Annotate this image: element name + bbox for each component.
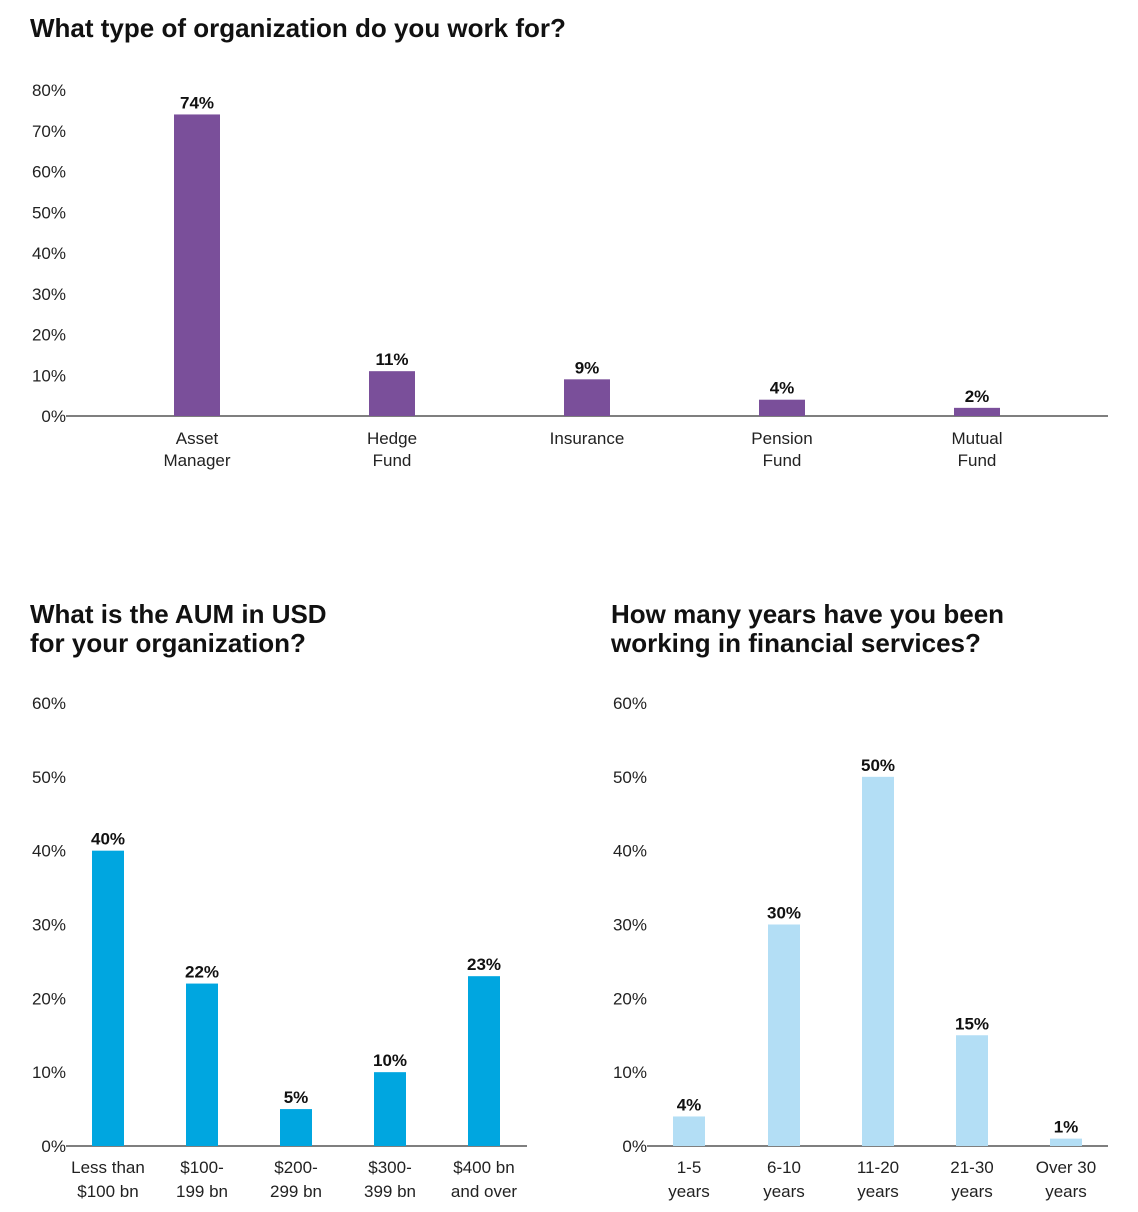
org-bar (369, 371, 415, 416)
org-category-label: Hedge Fund (367, 429, 417, 470)
org-y-tick-label: 0% (41, 407, 66, 426)
years-y-tick-label: 40% (613, 842, 647, 861)
years-bar (1050, 1138, 1082, 1146)
aum-bar (280, 1109, 312, 1146)
org-bar (759, 399, 805, 416)
years-bar (768, 924, 800, 1146)
years-category-label: Over 30 years (1036, 1158, 1096, 1201)
org-y-tick-label: 80% (32, 81, 66, 100)
years-category-label: 11-20 years (857, 1158, 899, 1201)
years-bar (956, 1035, 988, 1146)
years-y-tick-label: 10% (613, 1063, 647, 1082)
org-data-label: 11% (375, 350, 408, 369)
aum-data-label: 5% (284, 1088, 309, 1107)
org-y-tick-label: 20% (32, 326, 66, 345)
aum-y-tick-label: 40% (32, 842, 66, 861)
org-category-label: Insurance (550, 429, 625, 448)
aum-category-label: Less than $100 bn (71, 1158, 145, 1201)
org-bar (174, 114, 220, 416)
org-y-tick-label: 40% (32, 244, 66, 263)
years-data-label: 4% (677, 1095, 702, 1114)
org-category-label: Asset Manager (163, 429, 230, 470)
years-bar (862, 776, 894, 1146)
org-bar (564, 379, 610, 416)
years-data-label: 50% (861, 756, 895, 775)
years-category-label: 21-30 years (950, 1158, 993, 1201)
org-y-tick-label: 70% (32, 122, 66, 141)
years-category-label: 1-5 years (668, 1158, 710, 1201)
org-y-tick-label: 60% (32, 163, 66, 182)
years-category-label: 6-10 years (763, 1158, 805, 1201)
years-data-label: 15% (955, 1014, 989, 1033)
years-data-label: 1% (1054, 1118, 1079, 1137)
aum-bar (186, 983, 218, 1146)
aum-y-tick-label: 20% (32, 989, 66, 1008)
years-data-label: 30% (767, 904, 801, 923)
aum-y-tick-label: 0% (41, 1137, 66, 1156)
years-y-tick-label: 60% (613, 694, 647, 713)
org-bar (954, 407, 1000, 416)
aum-y-tick-label: 10% (32, 1063, 66, 1082)
aum-y-tick-label: 50% (32, 768, 66, 787)
org-data-label: 9% (575, 358, 600, 377)
years-y-tick-label: 0% (622, 1137, 647, 1156)
aum-category-label: $200-299 bn (270, 1158, 322, 1201)
years-y-tick-label: 50% (613, 768, 647, 787)
aum-y-tick-label: 60% (32, 694, 66, 713)
aum-y-tick-label: 30% (32, 916, 66, 935)
org-y-tick-label: 10% (32, 366, 66, 385)
aum-bar (374, 1072, 406, 1146)
org-data-label: 2% (965, 387, 990, 406)
aum-category-label: $300-399 bn (364, 1158, 416, 1201)
org-category-label: Mutual Fund (951, 429, 1002, 470)
org-data-label: 4% (770, 379, 795, 398)
org-data-label: 74% (180, 93, 214, 112)
aum-data-label: 23% (467, 955, 501, 974)
org-category-label: Pension Fund (751, 429, 812, 470)
aum-bar (468, 976, 500, 1146)
aum-data-label: 10% (373, 1051, 407, 1070)
chart-title-years-experience: How many years have you been working in … (611, 599, 1005, 658)
org-y-tick-label: 30% (32, 285, 66, 304)
aum-data-label: 22% (185, 963, 219, 982)
aum-category-label: $100-199 bn (176, 1158, 228, 1201)
aum-category-label: $400 bn and over (451, 1158, 517, 1201)
aum-data-label: 40% (91, 830, 125, 849)
years-y-tick-label: 30% (613, 916, 647, 935)
years-y-tick-label: 20% (613, 989, 647, 1008)
chart-title-aum: What is the AUM in USD for your organiza… (30, 599, 327, 658)
org-y-tick-label: 50% (32, 203, 66, 222)
chart-title-organization-type: What type of organization do you work fo… (30, 13, 566, 43)
years-bar (673, 1116, 705, 1146)
aum-bar (92, 850, 124, 1146)
